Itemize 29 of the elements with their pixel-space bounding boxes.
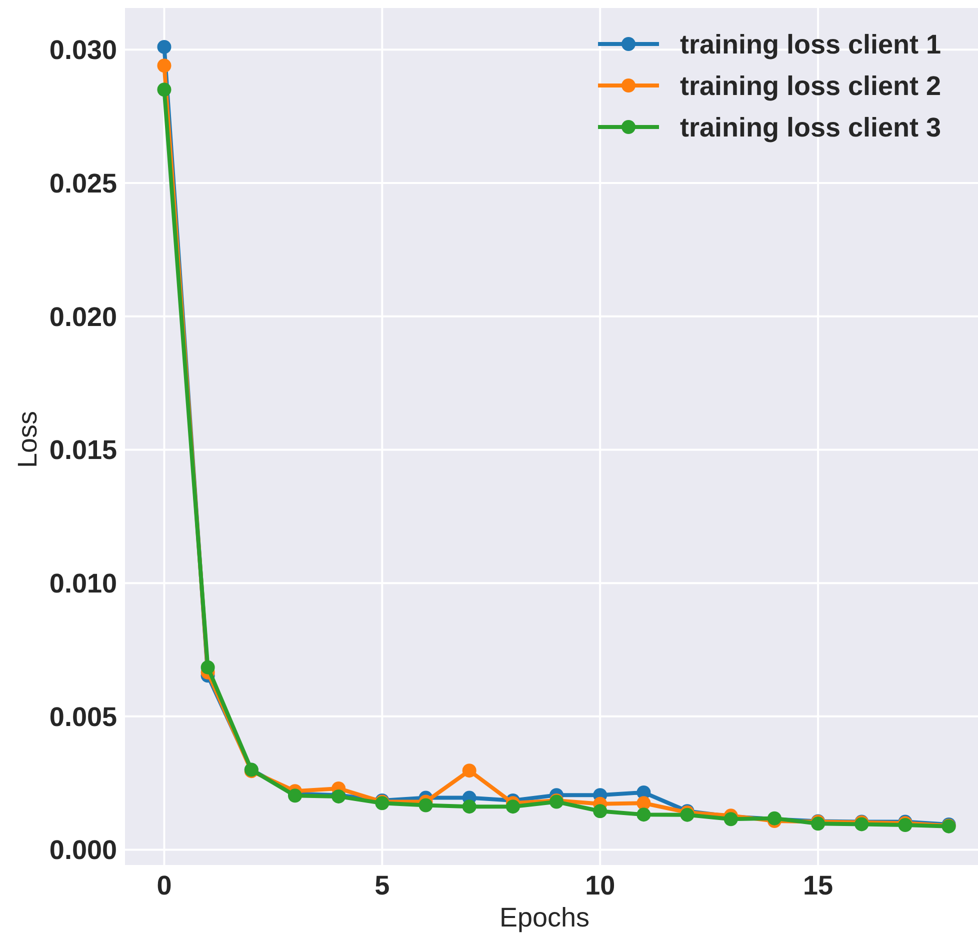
legend-label: training loss client 1 xyxy=(680,29,942,60)
x-axis-title: Epochs xyxy=(499,902,590,932)
point xyxy=(200,660,215,674)
y-tick-label: 0.020 xyxy=(49,302,117,332)
y-axis-title: Loss xyxy=(12,410,42,468)
y-tick-label: 0.030 xyxy=(49,35,117,66)
legend-label: training loss client 3 xyxy=(680,112,942,142)
x-tick-label: 15 xyxy=(803,870,834,900)
point xyxy=(418,798,433,812)
y-tick-label: 0.005 xyxy=(49,702,117,732)
point xyxy=(680,808,694,822)
y-tick-label: 0.025 xyxy=(49,168,117,198)
x-tick-label: 0 xyxy=(156,870,172,900)
x-tick-label: 10 xyxy=(585,870,616,900)
point xyxy=(593,804,608,818)
point xyxy=(462,764,476,778)
y-tick-label: 0.000 xyxy=(49,835,117,866)
point xyxy=(724,812,738,826)
point xyxy=(506,800,520,814)
legend-label: training loss client 2 xyxy=(680,70,942,101)
y-tick-label: 0.010 xyxy=(49,568,117,599)
y-tick-label: 0.015 xyxy=(49,435,117,466)
point xyxy=(462,800,476,814)
point xyxy=(157,58,172,73)
point xyxy=(636,808,651,822)
x-tick-label: 5 xyxy=(374,870,390,900)
point xyxy=(636,796,651,810)
point xyxy=(157,40,172,54)
point xyxy=(157,82,172,97)
